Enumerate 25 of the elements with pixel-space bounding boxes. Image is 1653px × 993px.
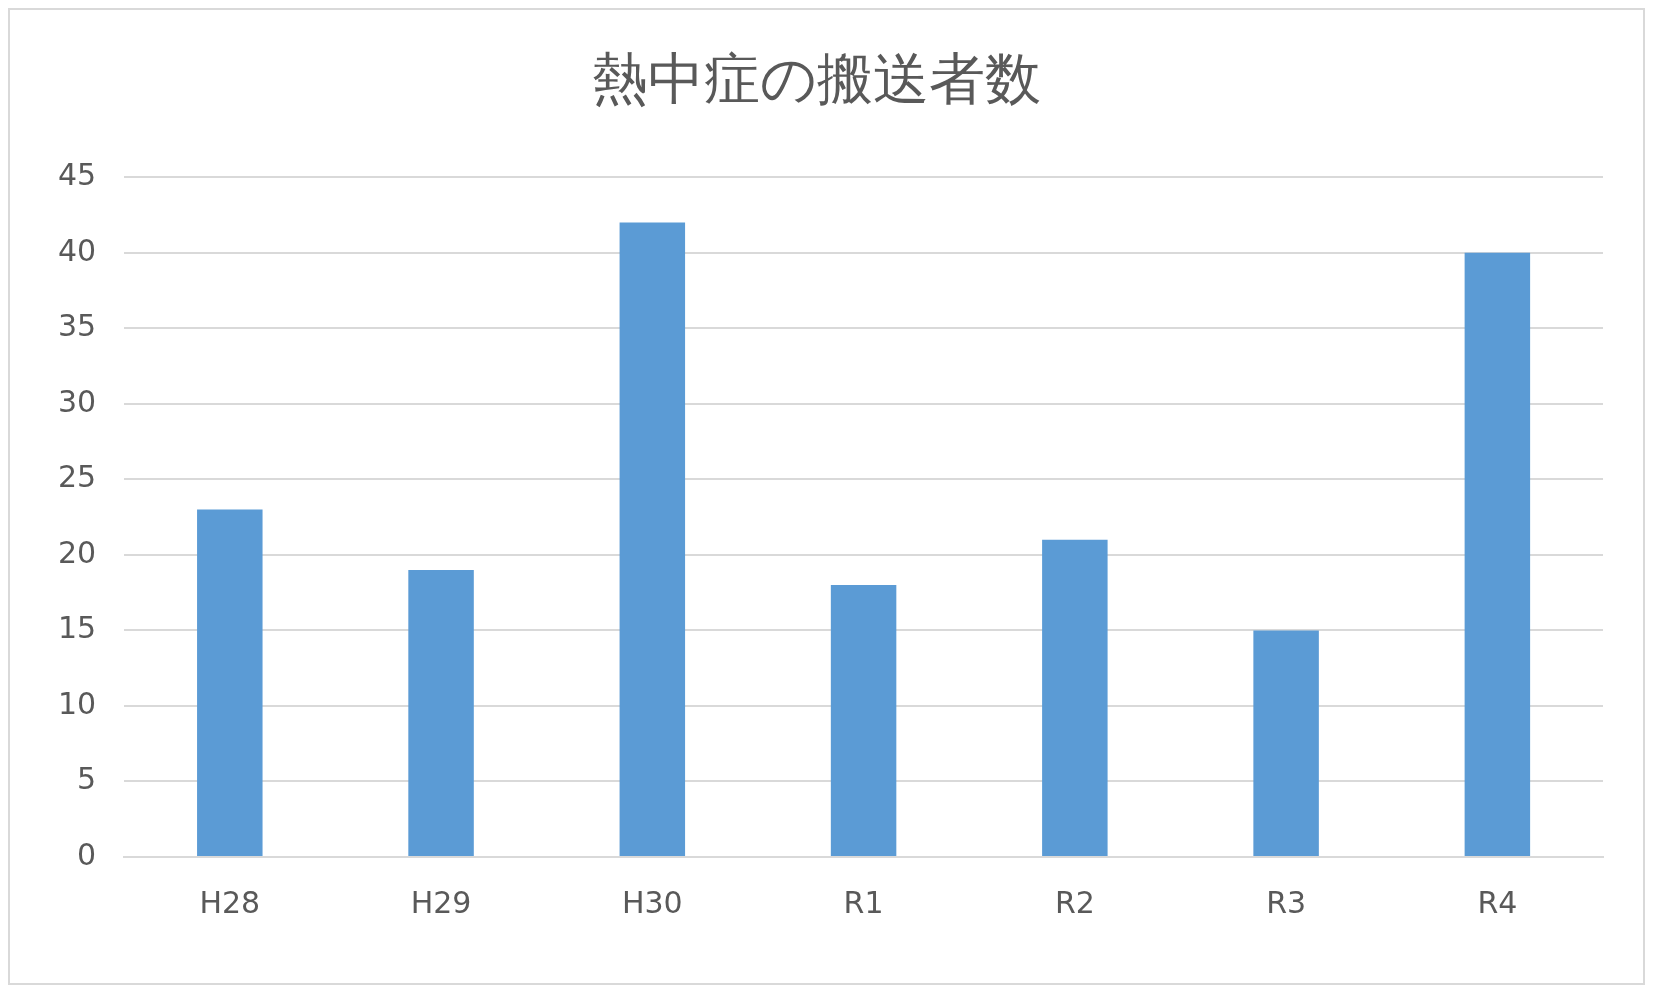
x-tick-label: R3 — [1266, 884, 1307, 920]
x-tick-label: R2 — [1054, 884, 1095, 920]
y-tick-label: 45 — [57, 157, 97, 192]
y-tick-label: 10 — [57, 685, 97, 721]
x-tick-label: H28 — [199, 884, 261, 920]
chart-title: 熱中症の搬送者数 — [592, 46, 1041, 112]
bar — [408, 569, 474, 856]
y-tick-label: 15 — [57, 610, 97, 646]
bar — [1464, 252, 1531, 856]
x-tick-label: H29 — [410, 884, 472, 920]
y-tick-label: 0 — [77, 836, 97, 872]
bar — [1253, 630, 1319, 856]
y-tick-label: 25 — [57, 459, 97, 495]
bar — [619, 222, 686, 856]
bar — [1042, 539, 1108, 856]
y-tick-label: 30 — [57, 383, 97, 419]
x-tick-label: R1 — [843, 884, 884, 920]
x-tick-label: R4 — [1477, 884, 1518, 920]
y-tick-label: 35 — [57, 308, 97, 344]
bar — [197, 509, 263, 856]
y-tick-label: 20 — [57, 534, 97, 570]
bar — [830, 585, 897, 856]
y-tick-label: 5 — [77, 761, 97, 797]
y-tick-label: 40 — [57, 232, 97, 268]
x-tick-label: H30 — [621, 884, 683, 920]
